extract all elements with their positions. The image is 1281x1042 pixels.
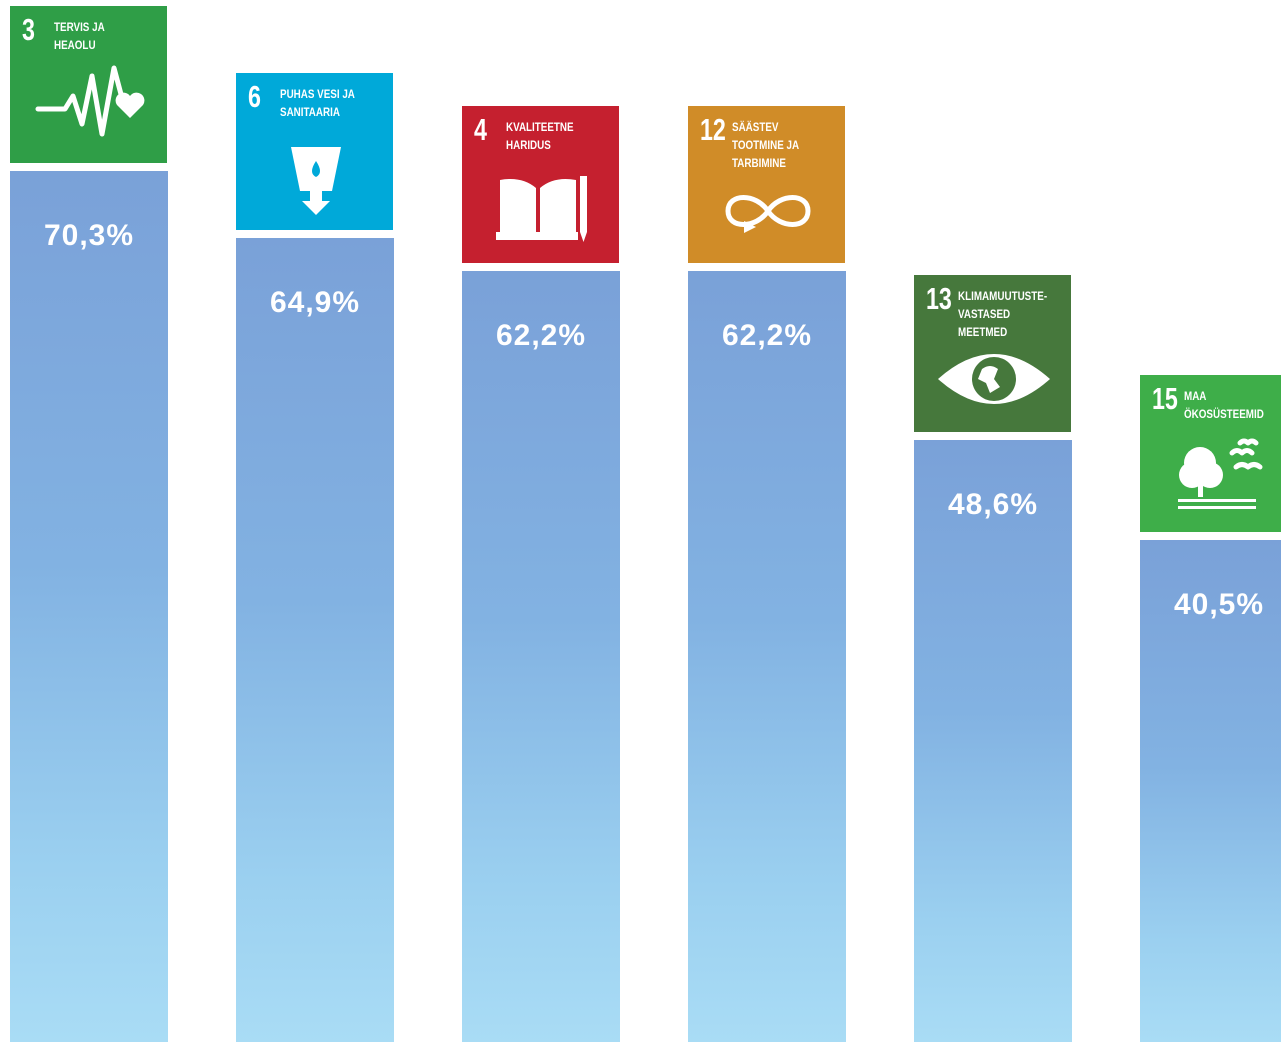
- category-label: MAA ÖKOSÜSTEEMID: [1184, 387, 1274, 423]
- value-label: 70,3%: [10, 219, 168, 253]
- value-label: 40,5%: [1140, 588, 1281, 622]
- value-label: 48,6%: [914, 488, 1072, 522]
- bar: 40,5%: [1140, 540, 1281, 1042]
- value-label: 64,9%: [236, 286, 394, 320]
- category-label: KLIMAMUUTUSTE-VASTASED MEETMED: [958, 287, 1048, 341]
- chart: 70,3% 3 TERVIS JA HEAOLU 64,9% 6 PUHAS VESI J…: [0, 0, 1281, 1042]
- goal-icon: 3 TERVIS JA HEAOLU: [10, 6, 167, 163]
- bar: 64,9%: [236, 238, 394, 1042]
- bar: 48,6%: [914, 440, 1072, 1042]
- bar: 62,2%: [462, 271, 620, 1042]
- bar: 62,2%: [688, 271, 846, 1042]
- goal-icon: 6 PUHAS VESI JA SANITAARIA: [236, 73, 393, 230]
- category-label: TERVIS JA HEAOLU: [54, 18, 144, 54]
- category-label: SÄÄSTEV TOOTMINE JA TARBIMINE: [732, 118, 822, 172]
- value-label: 62,2%: [688, 319, 846, 353]
- bar: 70,3%: [10, 171, 168, 1042]
- goal-number: 13: [926, 281, 952, 317]
- value-label: 62,2%: [462, 319, 620, 353]
- category-label: PUHAS VESI JA SANITAARIA: [280, 85, 370, 121]
- goal-number: 4: [474, 112, 487, 148]
- category-label: KVALITEETNE HARIDUS: [506, 118, 596, 154]
- goal-icon: 4 KVALITEETNE HARIDUS: [462, 106, 619, 263]
- goal-number: 15: [1152, 381, 1178, 417]
- goal-number: 12: [700, 112, 726, 148]
- goal-number: 6: [248, 79, 261, 115]
- goal-number: 3: [22, 12, 35, 48]
